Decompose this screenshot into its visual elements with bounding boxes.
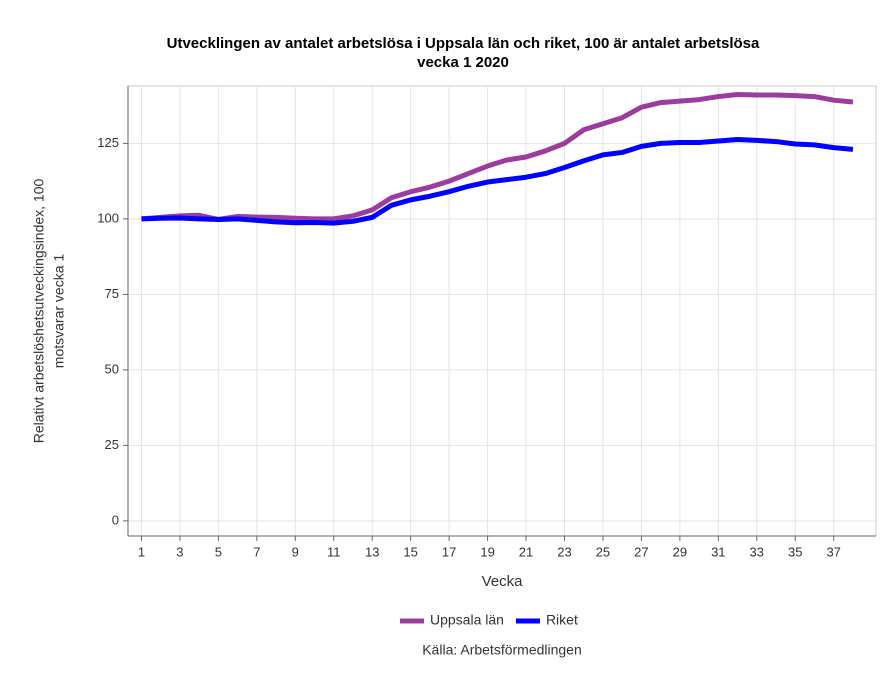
x-tick-label: 1 <box>138 544 145 559</box>
y-axis-label: Relativt arbetslöshetsutveckingsindex, 1… <box>31 178 47 443</box>
chart-title: vecka 1 2020 <box>417 54 509 71</box>
y-tick-label: 75 <box>105 286 119 301</box>
x-tick-label: 5 <box>215 544 222 559</box>
x-axis-label: Vecka <box>482 573 524 590</box>
chart-title: Utvecklingen av antalet arbetslösa i Upp… <box>167 35 760 52</box>
x-tick-label: 23 <box>557 544 571 559</box>
x-tick-label: 11 <box>327 544 341 559</box>
x-tick-label: 7 <box>253 544 260 559</box>
source: Källa: Arbetsförmedlingen <box>422 642 582 658</box>
legend-label: Uppsala län <box>430 612 504 628</box>
y-tick-label: 100 <box>97 210 119 225</box>
y-tick-label: 0 <box>112 512 119 527</box>
plot-area <box>127 85 877 537</box>
x-tick-label: 21 <box>519 544 533 559</box>
x-tick-label: 19 <box>480 544 494 559</box>
line-series <box>141 91 854 222</box>
y-tick-label: 25 <box>105 437 119 452</box>
y-tick-label: 50 <box>105 361 119 376</box>
x-tick-label: 31 <box>711 544 725 559</box>
x-tick-label: 25 <box>596 544 610 559</box>
x-tick-label: 37 <box>826 544 840 559</box>
x-tick-label: 13 <box>365 544 379 559</box>
x-tick-label: 29 <box>673 544 687 559</box>
x-tick-label: 35 <box>788 544 802 559</box>
y-axis-label: motsvarar vecka 1 <box>51 254 67 369</box>
x-tick-label: 27 <box>634 544 648 559</box>
x-tick-label: 3 <box>176 544 183 559</box>
y-tick-label: 125 <box>97 135 119 150</box>
x-tick-label: 17 <box>442 544 456 559</box>
x-tick-label: 9 <box>292 544 299 559</box>
line-series <box>141 136 854 226</box>
x-tick-label: 15 <box>403 544 417 559</box>
x-tick-label: 33 <box>750 544 764 559</box>
legend-label: Riket <box>546 612 578 628</box>
